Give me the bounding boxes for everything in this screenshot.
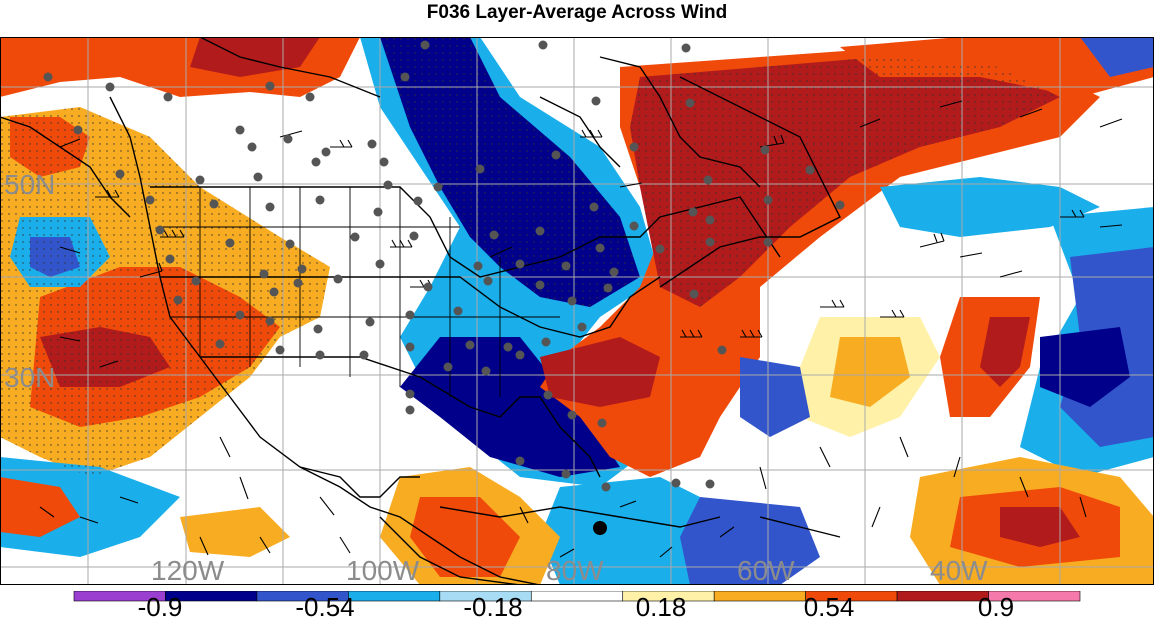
stipple-overlay bbox=[0, 107, 330, 477]
colorbar-tick-label: 0.18 bbox=[635, 592, 687, 622]
across-wind-map: 50N 30N 120W 100W 80W 60W 40W bbox=[0, 37, 1154, 585]
highlight-station bbox=[593, 521, 607, 535]
colorbar-tick-label: 0.9 bbox=[977, 592, 1015, 622]
map-labels: 50N 30N 120W 100W 80W 60W 40W bbox=[4, 169, 988, 585]
colorbar-swatch bbox=[988, 591, 1081, 602]
state-borders bbox=[160, 187, 560, 397]
colorbar-swatch bbox=[530, 591, 624, 602]
field-region bbox=[740, 357, 810, 437]
colorbar-tick-label: -0.9 bbox=[137, 592, 183, 622]
lon-label-40w: 40W bbox=[930, 555, 988, 585]
lon-label-100w: 100W bbox=[346, 555, 420, 585]
field-region bbox=[880, 177, 1100, 237]
field-region bbox=[190, 37, 320, 77]
colorbar-swatch bbox=[713, 591, 806, 602]
field-region bbox=[830, 337, 910, 407]
lon-label-120w: 120W bbox=[151, 555, 225, 585]
shaded-field bbox=[0, 37, 1154, 585]
field-region bbox=[680, 497, 820, 585]
colorbar-tick-label: -0.18 bbox=[463, 592, 523, 622]
coastlines bbox=[0, 37, 841, 585]
lon-label-80w: 80W bbox=[546, 555, 604, 585]
chart-title: F036 Layer-Average Across Wind bbox=[426, 2, 728, 23]
colorbar-swatch bbox=[348, 591, 441, 602]
stipple-overlay bbox=[630, 57, 1060, 307]
colorbar-tick-label: 0.54 bbox=[803, 592, 855, 622]
station-markers bbox=[43, 40, 845, 492]
lat-label-50n: 50N bbox=[4, 169, 55, 200]
colorbar-tick-label: -0.54 bbox=[295, 592, 355, 622]
colorbar-swatches bbox=[73, 591, 1081, 602]
field-region bbox=[1080, 37, 1154, 77]
field-region bbox=[540, 337, 660, 407]
colorbar-swatch bbox=[896, 591, 989, 602]
stipple-overlay bbox=[380, 37, 640, 307]
wind-barbs bbox=[39, 100, 1123, 558]
field-region bbox=[410, 497, 520, 577]
lon-label-60w: 60W bbox=[737, 555, 795, 585]
colorbar: -0.9 -0.54 -0.18 0.18 0.54 0.9 bbox=[0, 588, 1154, 622]
field-region bbox=[180, 507, 290, 557]
field-region bbox=[1040, 327, 1130, 407]
lat-label-30n: 30N bbox=[4, 362, 55, 393]
field-region bbox=[980, 317, 1030, 387]
